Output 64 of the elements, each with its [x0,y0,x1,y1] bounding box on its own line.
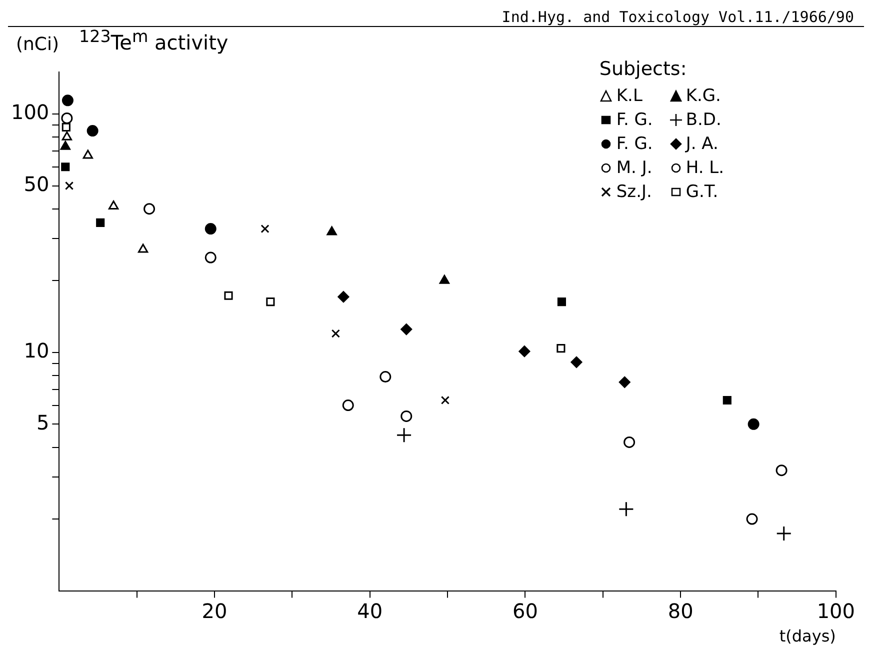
legend-label: Sz.J. [616,182,652,202]
point [400,324,412,336]
point [400,410,412,422]
x-tick-label: 40 [357,599,383,624]
legend-label: K.G. [686,86,721,106]
point [61,112,73,124]
point [746,513,758,525]
point [96,218,105,227]
point [86,125,98,137]
point [82,150,93,159]
point [64,181,74,190]
point [108,200,119,210]
point [204,223,216,235]
point [722,396,732,405]
x-tick-label: 80 [668,599,694,624]
legend-label: G.T. [686,182,718,202]
legend-label: J. A. [686,134,718,154]
legend-label: H. L. [686,158,724,178]
point [618,501,634,517]
point [518,346,530,358]
point [260,224,270,234]
legend-label: M. J. [616,158,652,178]
y-tick-label: 50 [24,172,50,196]
point [776,526,792,542]
point [138,244,148,253]
point [144,203,156,215]
text: Ind.Hyg. and Toxicology Vol.11./1966/90 [8,8,864,27]
y-tick-label: 5 [36,410,50,434]
point [224,291,233,300]
point [439,274,450,284]
point [61,162,70,172]
point [338,291,350,303]
point [776,464,788,476]
y-tick-label: 10 [24,338,50,363]
point [618,376,630,388]
point [556,344,566,353]
point [60,140,70,150]
point [326,226,337,236]
x-tick-label: 60 [512,599,538,624]
legend-label: B.D. [686,110,722,130]
legend-label: F. G. [616,110,653,130]
y-tick-label: 100 [10,100,50,124]
point [624,436,636,448]
point [380,371,392,383]
point [62,122,70,132]
point [62,94,74,106]
x-tick-label: 100 [816,599,856,624]
point [204,252,216,264]
point [266,298,275,306]
chart-title: $^{123}$Te$^{m}$ activity [79,27,228,55]
point [557,298,566,306]
legend-title: Subjects: [599,58,688,80]
point [396,427,412,443]
point [748,418,760,430]
y-axis-title: (nCi) [16,34,60,55]
x-tick-label: 20 [202,599,228,624]
legend-label: K.L [616,86,642,106]
point [331,329,340,338]
x-axis-title: t(days) [779,626,836,646]
point [440,396,450,405]
point [342,400,354,412]
point [570,356,582,368]
point [62,131,72,140]
legend-label: F. G. [616,134,653,154]
